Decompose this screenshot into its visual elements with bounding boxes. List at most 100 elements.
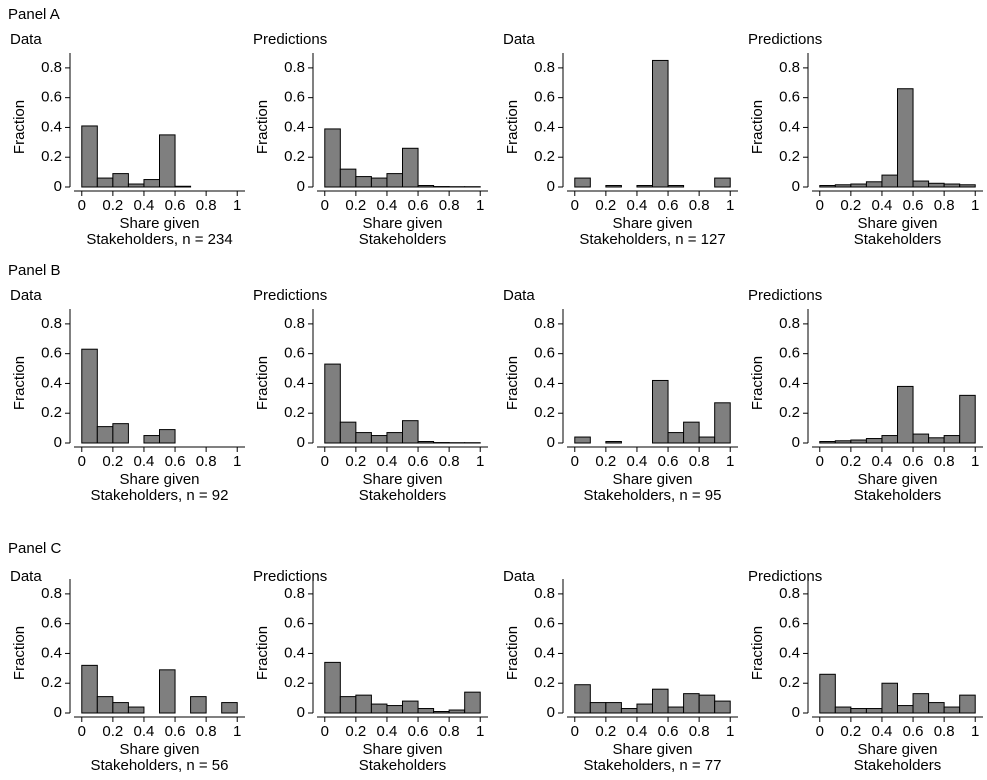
bar [324,363,341,444]
x-axis-label: Share given [612,215,692,232]
bar [819,185,836,188]
y-axis-label: Fraction [749,626,766,680]
bar [386,705,404,714]
x-tick-label: 1 [476,723,484,740]
chart-title: Predictions [748,287,822,304]
x-tick-label: 0.4 [627,723,648,740]
bar [605,702,622,714]
chart-title: Data [503,287,535,304]
chart-title: Predictions [253,287,327,304]
y-tick-label: 0.6 [41,89,62,106]
chart-title: Data [10,31,42,48]
y-tick-label: 0.4 [779,118,800,135]
y-tick-label: 0.6 [779,345,800,362]
y-axis-label: Fraction [11,100,28,154]
bar [698,436,716,444]
chart-title: Data [10,568,42,585]
bar [370,177,388,188]
x-tick-label: 1 [233,197,241,214]
x-tick-label: 0.4 [134,197,155,214]
x-tick-label: 1 [233,453,241,470]
x-tick-label: 0.2 [840,453,861,470]
y-tick-label: 0.2 [41,404,62,421]
y-tick-label: 0.4 [534,118,555,135]
bar [636,185,653,188]
x-tick-label: 0.2 [102,723,123,740]
y-tick-label: 0.2 [41,148,62,165]
bar [448,709,466,714]
x-axis-label: Share given [857,471,937,488]
bar [143,179,160,188]
x-tick-label: 0.2 [840,723,861,740]
x-tick-label: 0.8 [934,197,955,214]
x-axis-label-2: Stakeholders, n = 92 [90,487,228,504]
bar [959,394,976,444]
x-tick-label: 0.8 [689,453,710,470]
x-tick-label: 0.2 [345,453,366,470]
bar [834,706,852,714]
bar [81,348,98,444]
bar [127,183,145,188]
bar [433,711,450,714]
x-tick-label: 0.2 [595,453,616,470]
x-tick-label: 1 [971,453,979,470]
bar [959,694,976,714]
panel-label: Panel C [8,540,62,557]
bar [464,691,481,714]
bar [959,184,976,188]
x-axis-label: Share given [362,741,442,758]
panel-label: Panel B [8,262,61,279]
bar [190,696,207,714]
bar [667,432,685,444]
y-tick-label: 0.8 [41,59,62,76]
x-tick-label: 1 [726,723,734,740]
bar [417,441,435,444]
y-tick-label: 0.4 [284,374,305,391]
bar [589,702,607,714]
y-tick-label: 0 [547,178,555,195]
x-axis-label-2: Stakeholders [854,487,942,504]
bar [574,684,591,714]
x-axis-label-2: Stakeholders [359,231,447,248]
bar [355,176,372,188]
y-tick-label: 0.2 [534,148,555,165]
bar [402,147,419,188]
x-tick-label: 1 [233,723,241,740]
x-tick-label: 0.6 [408,197,429,214]
bar [683,421,700,444]
y-tick-label: 0.6 [534,345,555,362]
bar [143,435,160,444]
y-tick-label: 0.8 [41,315,62,332]
x-tick-label: 0.6 [165,723,186,740]
bar [620,708,638,714]
x-tick-label: 0 [321,723,329,740]
x-tick-label: 0.6 [658,723,679,740]
x-tick-label: 0.4 [377,723,398,740]
x-tick-label: 0.4 [377,197,398,214]
x-axis-label: Share given [119,741,199,758]
bar [850,183,867,188]
chart-title: Data [10,287,42,304]
y-tick-label: 0.6 [779,89,800,106]
bar [819,441,836,444]
x-axis-label: Share given [119,215,199,232]
bar [850,439,867,444]
bar [652,59,669,188]
x-tick-label: 0.4 [872,197,893,214]
x-tick-label: 0.8 [689,723,710,740]
y-tick-label: 0.2 [779,674,800,691]
y-tick-label: 0 [792,178,800,195]
x-axis-label-2: Stakeholders [359,487,447,504]
bar [324,128,341,188]
y-tick-label: 0.6 [284,345,305,362]
x-tick-label: 0.2 [102,453,123,470]
y-tick-label: 0.4 [534,374,555,391]
bar [386,432,404,444]
y-tick-label: 0.2 [534,674,555,691]
y-tick-label: 0.8 [779,585,800,602]
y-tick-label: 0.8 [284,585,305,602]
y-tick-label: 0.6 [534,89,555,106]
y-tick-label: 0.6 [41,345,62,362]
y-tick-label: 0.4 [41,644,62,661]
x-tick-label: 0.6 [408,453,429,470]
